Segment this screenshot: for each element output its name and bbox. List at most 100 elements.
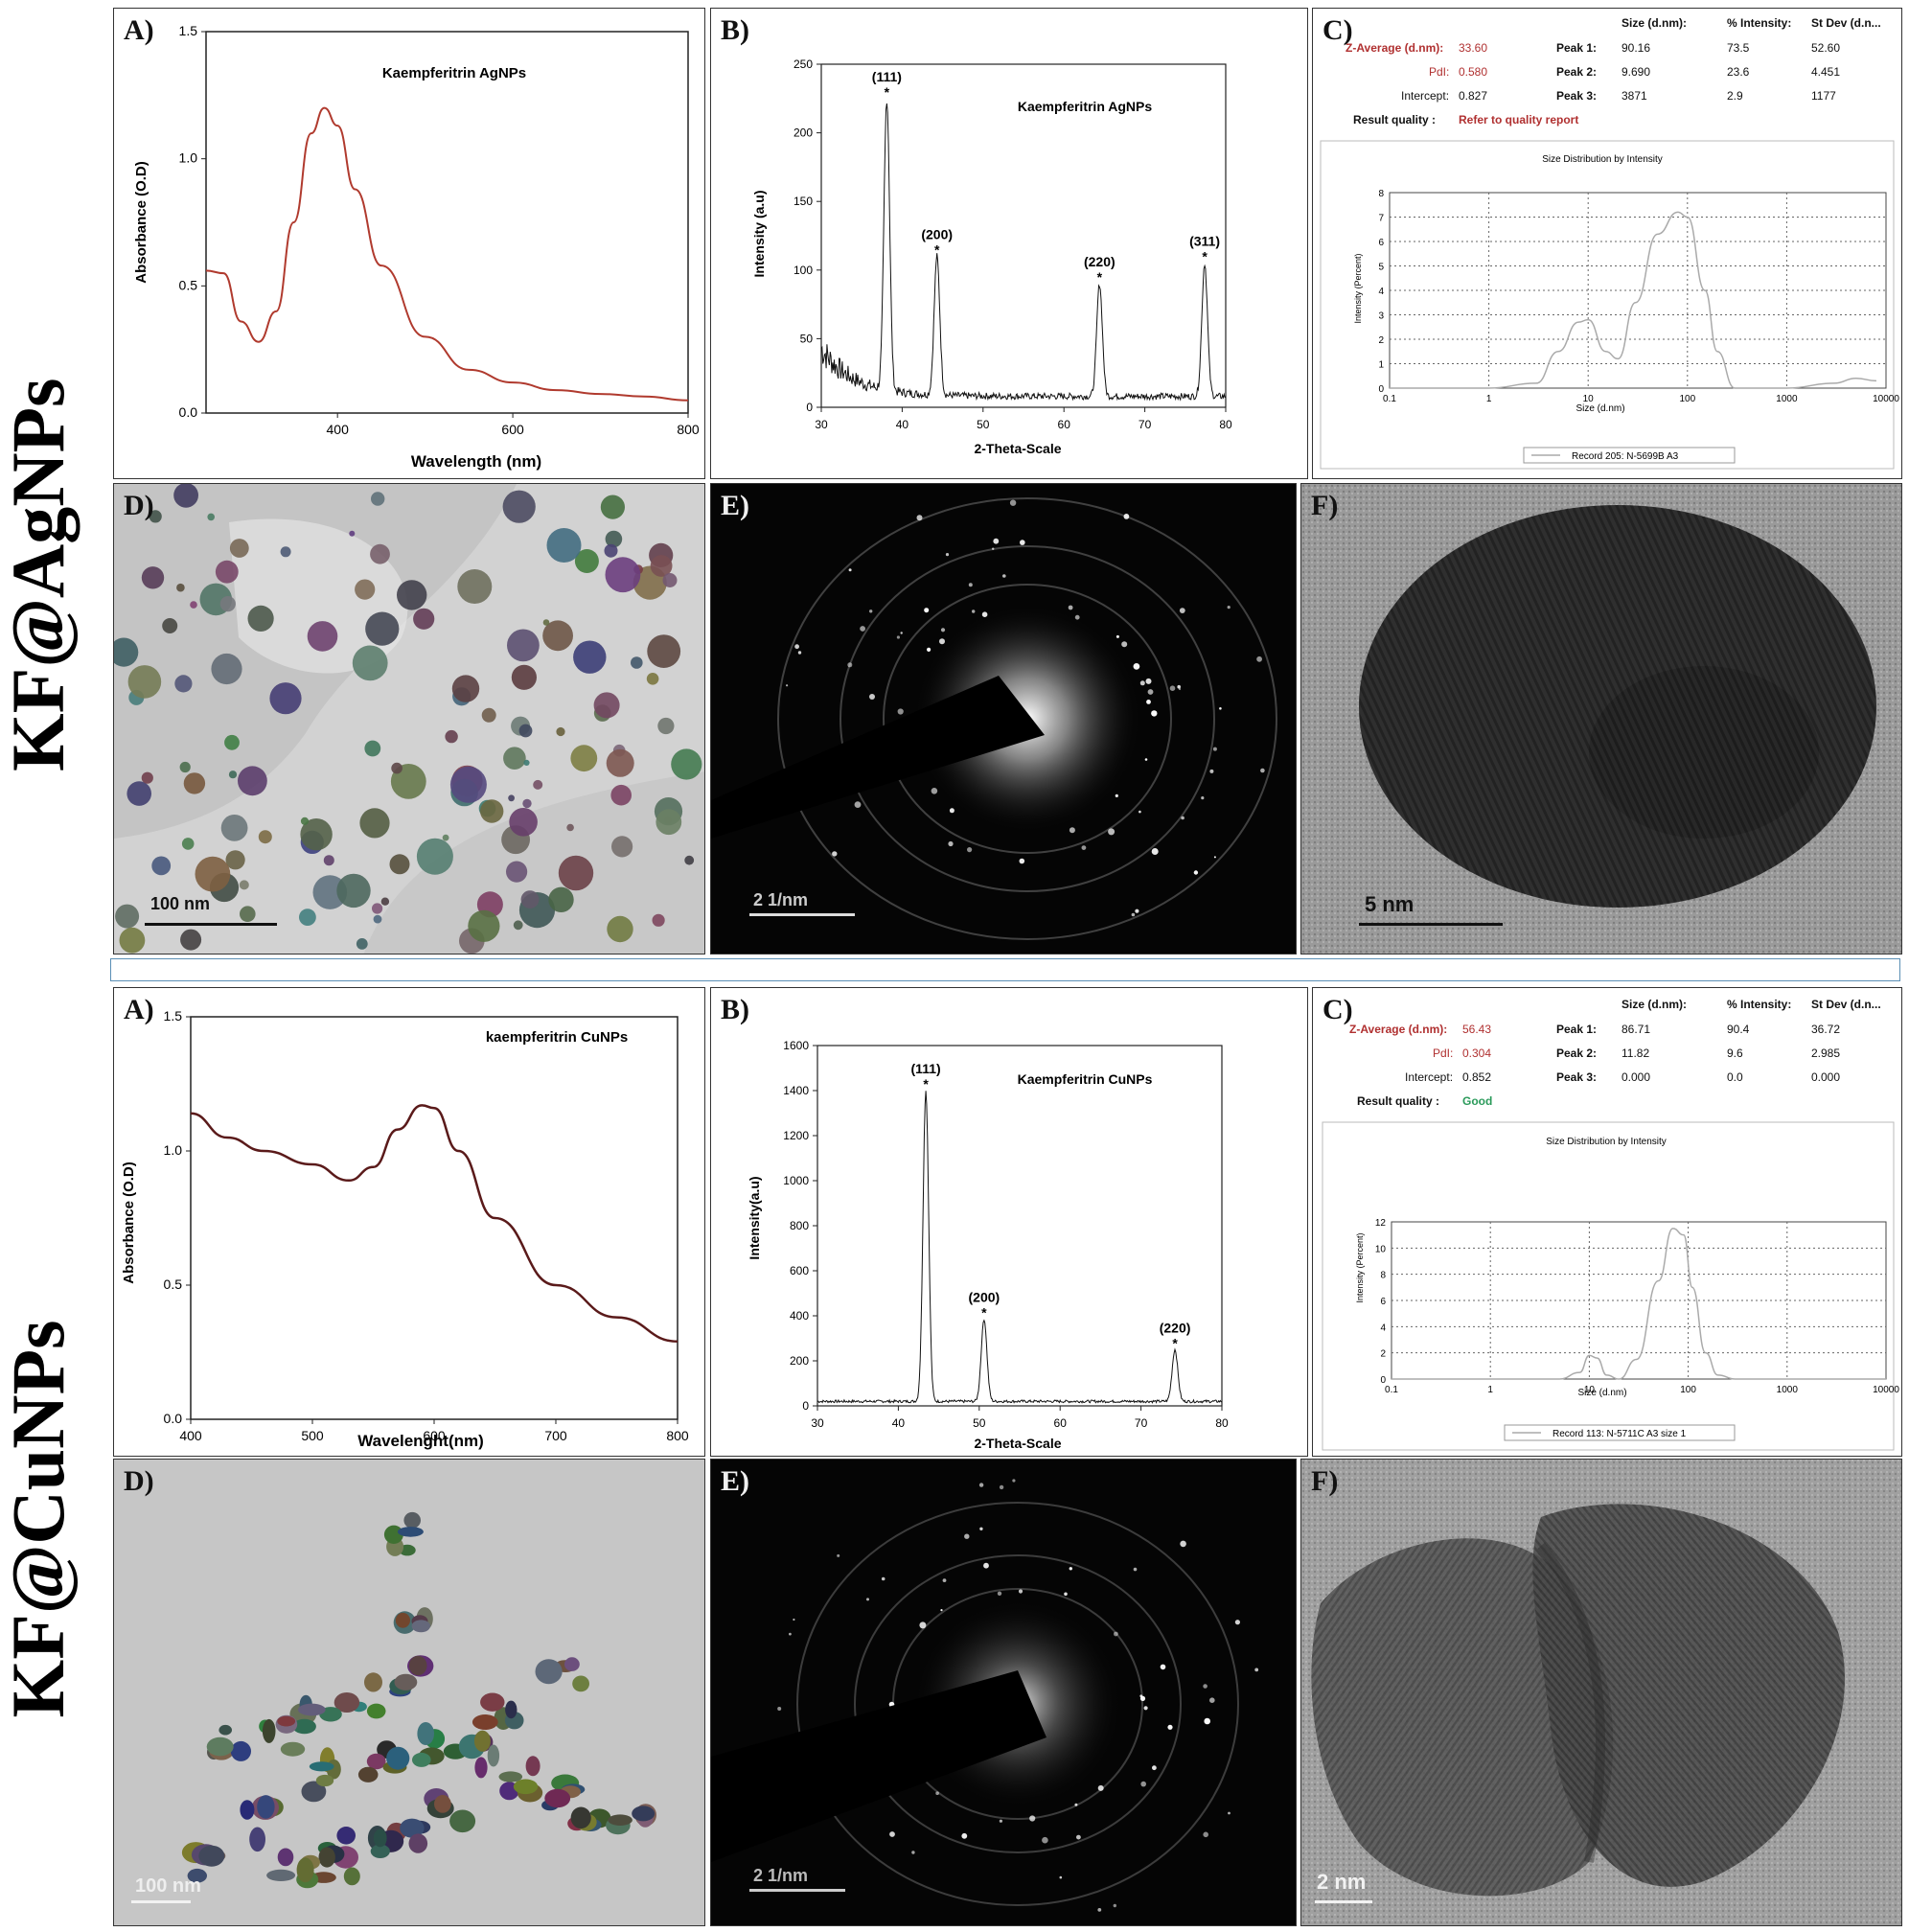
pdi-value: 0.304	[1462, 1046, 1492, 1060]
x-axis-label: 2-Theta-Scale	[974, 1436, 1061, 1451]
y-tick-label: 1400	[783, 1084, 809, 1097]
panel-label: F)	[1311, 1465, 1339, 1497]
y-axis-label: Intensity(a.u)	[747, 1176, 762, 1259]
x-tick-label: 600	[501, 422, 524, 437]
peak3-intensity: 0.0	[1727, 1070, 1743, 1084]
peak2-intensity: 23.6	[1727, 65, 1750, 79]
peak1-size: 86.71	[1622, 1023, 1651, 1036]
x-tick-label: 400	[327, 422, 350, 437]
y-tick-label: 0.5	[164, 1276, 183, 1292]
x-tick-label: 800	[666, 1428, 689, 1443]
x-tick-label: 50	[973, 1416, 986, 1430]
y-axis-label: Intensity (Percent)	[1353, 253, 1363, 323]
result-quality-value: Refer to quality report	[1459, 113, 1579, 126]
panel-label: E)	[721, 490, 749, 521]
panel-label: A)	[124, 994, 154, 1025]
x-tick-label: 30	[815, 418, 828, 431]
zavg-label: Z-Average (d.nm):	[1349, 1023, 1448, 1036]
panel-label: D)	[124, 490, 154, 521]
scale-bar-label: 2 1/nm	[753, 1866, 809, 1885]
x-tick-label: 60	[1058, 418, 1071, 431]
x-tick-label: 1000	[1777, 1385, 1799, 1395]
col-header-stdev: St Dev (d.n...	[1811, 16, 1881, 30]
y-axis-label: Intensity (a.u)	[751, 190, 767, 277]
y-tick-label: 0	[806, 401, 813, 414]
peak-label: (111)	[872, 69, 902, 84]
y-tick-label: 8	[1380, 1271, 1386, 1281]
dls-series-line	[1389, 211, 1876, 389]
y-tick-label: 12	[1375, 1218, 1387, 1229]
peak2-stdev: 4.451	[1811, 65, 1841, 79]
peak1-label: Peak 1:	[1556, 1023, 1598, 1036]
col-header-intensity: % Intensity:	[1727, 998, 1792, 1011]
chart-title: Kaempferitrin AgNPs	[1018, 99, 1153, 114]
x-axis-label: Wavelenght(nm)	[357, 1432, 484, 1450]
scale-bar-label: 100 nm	[150, 894, 211, 913]
peak-star: *	[1097, 269, 1103, 285]
ag-xrd-chart: Kaempferitrin AgNPs 2-Theta-Scale Intens…	[751, 58, 1232, 456]
y-tick-label: 1600	[783, 1039, 809, 1052]
zavg-label: Z-Average (d.nm):	[1346, 41, 1444, 55]
ag-saed-panel: E) 2 1/nm	[710, 483, 1297, 954]
col-header-stdev: St Dev (d.n...	[1811, 998, 1881, 1011]
ag-hrtem-panel: F) 5 nm	[1300, 483, 1902, 954]
result-quality-label: Result quality :	[1353, 113, 1437, 126]
y-tick-label: 4	[1378, 287, 1384, 297]
chart-title: Kaempferitrin CuNPs	[1018, 1071, 1153, 1087]
x-tick-label: 10	[1584, 1385, 1596, 1395]
scale-bar	[749, 1889, 845, 1892]
chart-title: kaempferitrin CuNPs	[486, 1029, 628, 1046]
y-tick-label: 8	[1378, 189, 1384, 199]
y-tick-label: 10	[1375, 1244, 1387, 1254]
x-tick-label: 1	[1487, 1385, 1493, 1395]
y-axis-label: Absorbance (O.D)	[133, 161, 150, 284]
chart-title: Size Distribution by Intensity	[1546, 1137, 1667, 1147]
hrtem-image-ag	[1301, 484, 1901, 954]
ag-dls-chart: Size Distribution by Intensity Size (d.n…	[1320, 140, 1899, 470]
x-tick-label: 1000	[1776, 394, 1798, 404]
col-header-size: Size (d.nm):	[1622, 998, 1687, 1011]
hrtem-image-cu	[1301, 1460, 1901, 1925]
x-tick-label: 10000	[1873, 1385, 1899, 1395]
panel-label: C)	[1322, 994, 1353, 1025]
peak3-size: 0.000	[1622, 1070, 1651, 1084]
y-tick-label: 1.0	[164, 1142, 183, 1158]
peak1-stdev: 52.60	[1811, 41, 1841, 55]
peak-label: (200)	[969, 1290, 1000, 1305]
ag-uv-panel: A) Kaempferitrin AgNPs Wavelength (nm) A…	[113, 8, 705, 479]
peak-star: *	[923, 1076, 929, 1092]
y-tick-label: 0.5	[179, 277, 198, 292]
y-tick-label: 1.5	[179, 23, 198, 38]
panel-label: F)	[1311, 490, 1339, 521]
xrd-series-line	[816, 1091, 1223, 1404]
panel-label: B)	[721, 994, 749, 1025]
x-tick-label: 40	[892, 1416, 906, 1430]
zavg-value: 33.60	[1459, 41, 1488, 55]
intercept-label: Intercept:	[1405, 1070, 1454, 1084]
y-tick-label: 1.0	[179, 150, 198, 166]
x-tick-label: 60	[1054, 1416, 1068, 1430]
y-tick-label: 50	[800, 332, 814, 345]
y-axis-label: Intensity (Percent)	[1355, 1232, 1365, 1302]
y-tick-label: 1.5	[164, 1008, 183, 1024]
y-tick-label: 1200	[783, 1129, 809, 1142]
peak2-label: Peak 2:	[1556, 1046, 1598, 1060]
y-tick-label: 0	[802, 1399, 809, 1413]
y-tick-label: 2	[1378, 335, 1384, 346]
scale-bar-label: 2 1/nm	[753, 890, 809, 909]
x-tick-label: 10	[1583, 394, 1595, 404]
cu-tem-panel: D) 100 nm	[113, 1459, 705, 1926]
col-header-size: Size (d.nm):	[1622, 16, 1687, 30]
cu-uv-chart: kaempferitrin CuNPs Wavelenght(nm) Absor…	[121, 1008, 689, 1450]
x-tick-label: 700	[544, 1428, 567, 1443]
tem-image-cu	[114, 1460, 704, 1925]
scale-bar-label: 5 nm	[1365, 892, 1414, 916]
peak-star: *	[981, 1305, 987, 1321]
peak-star: *	[934, 242, 940, 257]
panel-label: C)	[1322, 14, 1353, 46]
y-tick-label: 600	[790, 1264, 809, 1277]
ag-tem-panel: D) 100 nm	[113, 483, 705, 954]
x-tick-label: 400	[179, 1428, 202, 1443]
peak3-stdev: 0.000	[1811, 1070, 1841, 1084]
peak-label: (220)	[1160, 1320, 1191, 1335]
